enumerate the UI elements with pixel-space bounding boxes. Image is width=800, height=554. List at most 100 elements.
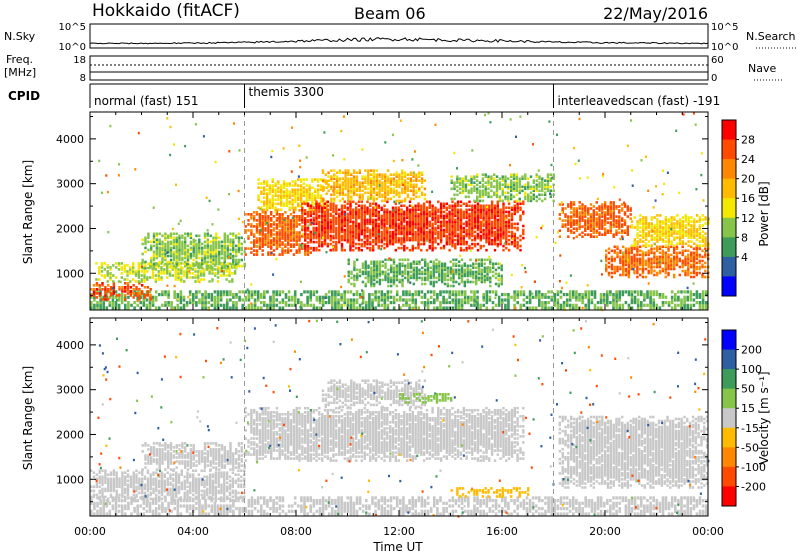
power-cell-7 [384,270,387,274]
power-ground-cell [445,306,448,310]
power-cell-7 [455,258,458,262]
power-cell-7 [409,262,413,266]
power-cell-7 [472,276,475,280]
power-cell-3 [267,223,270,226]
power-cell-9 [572,207,576,210]
power-cell-5 [346,206,349,210]
power-cell-5 [448,238,451,242]
power-cell-8 [467,191,470,195]
power-cell-4 [314,178,317,181]
power-cell-1 [200,272,203,275]
power-cell-5 [442,214,446,218]
power-cell-2 [169,240,173,244]
power-cell-5 [437,224,440,228]
power-cell-5 [465,216,468,220]
power-cell-5 [507,226,511,230]
power-cell-4 [314,198,317,202]
power-ground-cell [513,290,516,294]
power-cell-5 [519,248,522,252]
power-ground-cell [411,295,414,299]
power-cell-5 [499,208,502,212]
power-cell-7 [492,266,495,270]
power-ground-cell [238,290,241,294]
power-ground-cell [300,301,303,305]
power-cell-2 [150,258,153,262]
power-cell-0 [98,288,101,291]
power-cell-4 [305,192,308,195]
power-cell-5 [332,224,335,228]
power-cell-7 [398,272,401,276]
power-cell-2 [237,264,241,268]
power-cell-8 [535,189,538,193]
power-cell-4 [265,184,269,187]
power-cell-5 [357,248,361,252]
power-cell-4 [299,196,303,199]
power-cell-3 [289,233,293,236]
power-cell-7 [429,272,432,276]
power-cell-8 [538,189,541,193]
power-cell-0 [101,298,104,301]
power-cell-2 [229,256,232,260]
power-cell-7 [435,258,438,262]
power-cell-5 [422,206,426,210]
power-cell-8 [501,183,504,187]
power-cell-2 [218,246,221,250]
power-cell-7 [407,270,410,274]
power-cell-4 [263,180,266,183]
power-cell-5 [332,218,335,222]
power-cell-5 [318,222,321,226]
power-cell-5 [360,200,363,204]
power-cell-7 [418,270,421,274]
power-cell-5 [482,212,485,216]
power-ground-cell [290,298,294,302]
power-ground-cell [538,301,541,305]
power-cell-5 [473,204,477,208]
power-ground-cell [198,301,201,305]
power-cell-8 [504,185,507,189]
power-ground-cell [649,303,652,307]
power-cell-5 [468,200,471,204]
power-cell-3 [287,237,290,240]
power-cell-5 [403,228,406,232]
power-cell-5 [380,206,383,210]
power-cell-1 [222,262,225,265]
power-cell-7 [395,272,399,276]
power-cell-8 [504,195,507,199]
power-cell-1 [214,274,217,277]
power-cell-1 [120,262,123,265]
power-cell-4 [263,196,266,199]
power-ground-cell [139,293,142,297]
power-cell-7 [370,262,373,266]
power-cell-5 [335,240,338,244]
power-cell-5 [473,212,477,216]
power-cell-4 [288,196,291,199]
power-cell-2 [201,258,204,262]
power-cell-7 [458,282,461,286]
power-cell-5 [417,204,420,208]
power-cell-5 [465,208,468,212]
power-cell-8 [476,191,479,195]
power-ground-cell [599,293,603,297]
power-ground-cell [272,298,275,302]
power-ground-cell [293,295,297,299]
power-cell-5 [352,244,355,248]
power-ground-cell [513,293,516,297]
power-cell-7 [494,272,498,276]
power-cell-5 [451,226,454,230]
power-cell-4 [268,188,272,191]
power-cell-2 [229,238,232,242]
power-ground-cell [516,290,519,294]
power-cell-8 [552,189,555,193]
power-cell-5 [507,222,511,226]
power-cell-6 [386,175,390,178]
power-cell-3 [264,233,267,236]
power-ground-cell [247,306,251,310]
power-cell-5 [471,232,474,236]
power-ground-cell [479,303,482,307]
power-cell-3 [261,253,264,256]
power-cell-5 [488,212,491,216]
power-cell-5 [507,242,511,246]
power-cell-2 [158,248,161,252]
power-cell-7 [475,274,478,278]
power-cell-8 [515,199,518,203]
